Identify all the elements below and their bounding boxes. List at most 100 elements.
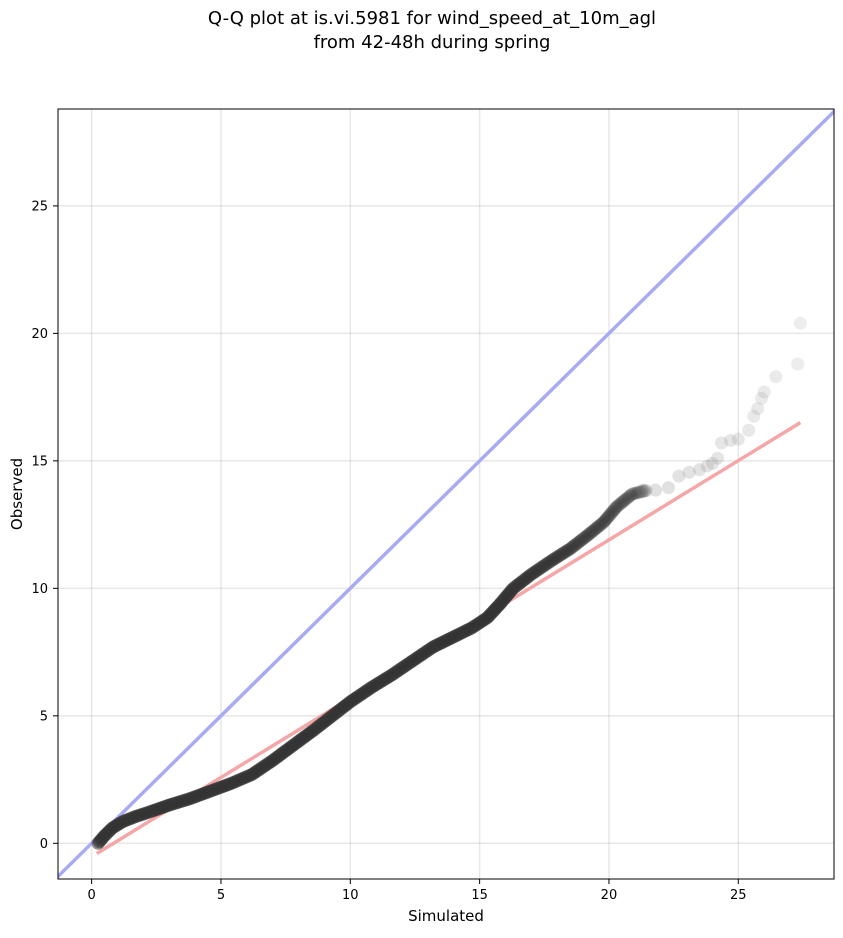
data-point bbox=[542, 556, 556, 570]
data-point bbox=[521, 570, 535, 584]
x-axis-label: Simulated bbox=[408, 907, 484, 925]
y-tick-label: 20 bbox=[31, 327, 48, 342]
data-point bbox=[635, 485, 649, 499]
data-point bbox=[607, 503, 621, 517]
data-point bbox=[550, 550, 564, 564]
data-point bbox=[538, 558, 552, 572]
y-tick-label: 15 bbox=[31, 454, 48, 469]
data-point bbox=[625, 487, 639, 501]
y-tick-label: 0 bbox=[40, 837, 48, 852]
data-point bbox=[570, 537, 584, 551]
x-tick-label: 20 bbox=[601, 888, 618, 903]
data-point bbox=[705, 456, 719, 470]
data-point bbox=[601, 510, 615, 524]
data-point bbox=[553, 548, 567, 562]
data-point bbox=[731, 432, 745, 446]
data-point bbox=[622, 490, 636, 504]
data-point bbox=[597, 515, 611, 529]
data-point bbox=[555, 547, 569, 561]
x-tick-label: 25 bbox=[730, 888, 747, 903]
x-tick-label: 0 bbox=[87, 888, 95, 903]
data-point bbox=[568, 538, 582, 552]
data-point bbox=[757, 385, 771, 399]
data-point bbox=[617, 493, 631, 507]
data-point bbox=[611, 498, 625, 512]
data-point bbox=[636, 483, 650, 497]
data-point bbox=[535, 560, 549, 574]
data-point bbox=[595, 516, 609, 530]
data-point bbox=[714, 436, 728, 450]
data-point bbox=[557, 546, 571, 560]
plot-frame bbox=[57, 108, 835, 880]
data-point bbox=[599, 512, 613, 526]
data-point bbox=[545, 553, 559, 567]
data-point bbox=[682, 465, 696, 479]
data-point bbox=[573, 534, 587, 548]
data-point bbox=[519, 571, 533, 585]
data-point bbox=[523, 569, 537, 583]
data-point bbox=[791, 357, 805, 371]
data-point bbox=[587, 523, 601, 537]
data-point bbox=[575, 533, 589, 547]
data-point bbox=[616, 495, 630, 509]
data-point bbox=[592, 519, 606, 533]
data-point bbox=[578, 530, 592, 544]
data-point bbox=[627, 487, 641, 501]
data-point bbox=[566, 539, 580, 553]
x-tick-label: 5 bbox=[217, 888, 225, 903]
data-point bbox=[589, 521, 603, 535]
axis-ticks: 0 5 10 15 20 25 0 5 10 15 20 25 bbox=[31, 199, 746, 903]
x-tick-label: 10 bbox=[342, 888, 359, 903]
data-point bbox=[700, 459, 714, 473]
data-point bbox=[571, 535, 585, 549]
data-point bbox=[586, 524, 600, 538]
data-point bbox=[672, 469, 686, 483]
chart-title-line-2: from 42-48h during spring bbox=[314, 32, 551, 53]
data-point bbox=[603, 507, 617, 521]
data-point bbox=[558, 545, 572, 559]
data-point bbox=[629, 486, 643, 500]
data-point bbox=[619, 492, 633, 506]
data-point bbox=[533, 561, 547, 575]
y-tick-label: 5 bbox=[40, 709, 48, 724]
data-point bbox=[591, 520, 605, 534]
data-point bbox=[576, 532, 590, 546]
data-point bbox=[769, 370, 783, 384]
data-point bbox=[711, 451, 725, 465]
data-point bbox=[742, 423, 756, 437]
data-point bbox=[724, 433, 738, 447]
data-point bbox=[608, 501, 622, 515]
data-point bbox=[548, 551, 562, 565]
data-point bbox=[633, 485, 647, 499]
data-point bbox=[637, 484, 651, 498]
data-point bbox=[524, 567, 538, 581]
data-point bbox=[755, 391, 769, 405]
data-point bbox=[661, 481, 675, 495]
data-point bbox=[613, 497, 627, 511]
data-point bbox=[563, 542, 577, 556]
data-point bbox=[793, 316, 807, 330]
data-point bbox=[543, 554, 557, 568]
data-point bbox=[565, 541, 579, 555]
data-point bbox=[540, 557, 554, 571]
data-point bbox=[692, 463, 706, 477]
data-point bbox=[606, 504, 620, 518]
data-point bbox=[631, 486, 645, 500]
data-point bbox=[584, 525, 598, 539]
data-point bbox=[530, 564, 544, 578]
data-point bbox=[751, 402, 765, 416]
x-tick-label: 15 bbox=[471, 888, 488, 903]
data-point bbox=[614, 496, 628, 510]
data-point bbox=[580, 529, 594, 543]
data-point bbox=[602, 509, 616, 523]
identity-line bbox=[58, 109, 834, 879]
data-point bbox=[547, 552, 561, 566]
data-point bbox=[581, 528, 595, 542]
data-point bbox=[560, 544, 574, 558]
data-point bbox=[562, 543, 576, 557]
y-tick-label: 25 bbox=[31, 199, 48, 214]
data-point bbox=[531, 563, 545, 577]
